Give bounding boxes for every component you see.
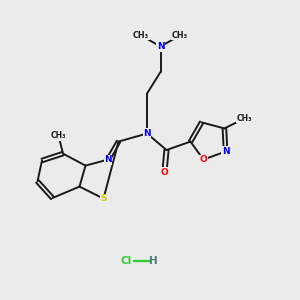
Text: N: N: [143, 129, 151, 138]
Text: CH₃: CH₃: [172, 31, 188, 40]
Text: O: O: [200, 155, 207, 164]
Text: N: N: [157, 42, 164, 51]
Text: N: N: [104, 155, 112, 164]
Text: CH₃: CH₃: [51, 131, 66, 140]
Text: CH₃: CH₃: [133, 31, 149, 40]
Text: Cl: Cl: [120, 256, 132, 266]
Text: N: N: [222, 147, 230, 156]
Text: H: H: [148, 256, 158, 266]
Text: S: S: [100, 194, 107, 203]
Text: O: O: [160, 168, 168, 177]
Text: CH₃: CH₃: [237, 114, 252, 123]
